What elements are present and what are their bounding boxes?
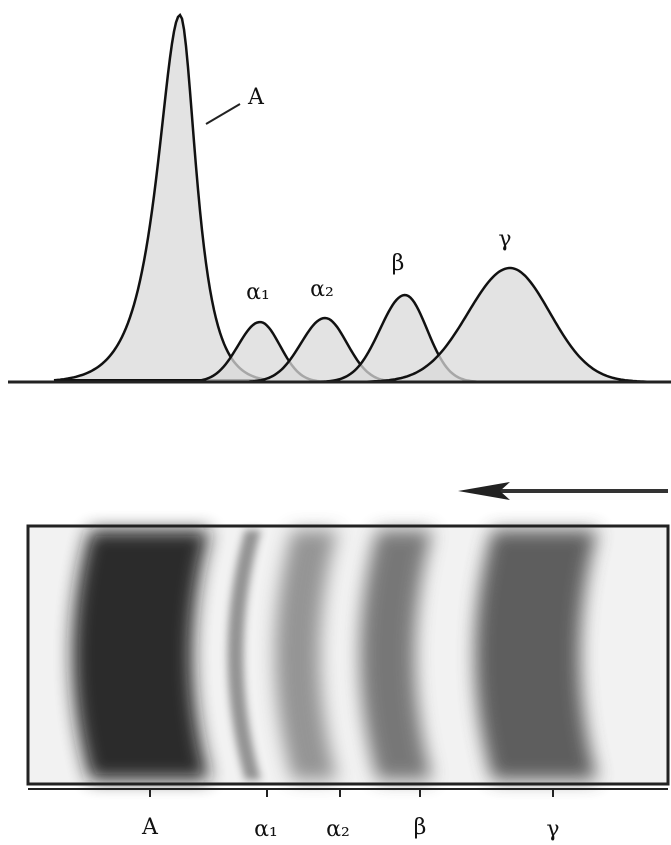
page: {"curve_labels": ["A", "α₁", "α₂", "β", …: [0, 0, 671, 845]
band-label: α₁: [254, 817, 278, 842]
band-label: γ: [546, 817, 559, 842]
curve-label: α₁: [246, 280, 270, 305]
densitometry-curves: [54, 15, 671, 382]
scale-ticks: [150, 789, 553, 797]
direction-arrow: [458, 482, 668, 500]
curve-label: A: [247, 85, 265, 110]
leader-line: [206, 104, 240, 124]
peak-curve: [54, 15, 270, 380]
band-label: β: [414, 815, 427, 840]
gel-band: [73, 530, 211, 780]
band-label: α₂: [326, 817, 350, 842]
curve-label: β: [392, 251, 405, 276]
gel-band: [475, 530, 598, 780]
curve-label: α₂: [310, 277, 334, 302]
curve-label: γ: [498, 227, 511, 252]
band-label: A: [141, 815, 159, 840]
electrophoresis-figure: A α₁ α₂ β γ A α₁ α₂ β γ: [0, 0, 671, 845]
